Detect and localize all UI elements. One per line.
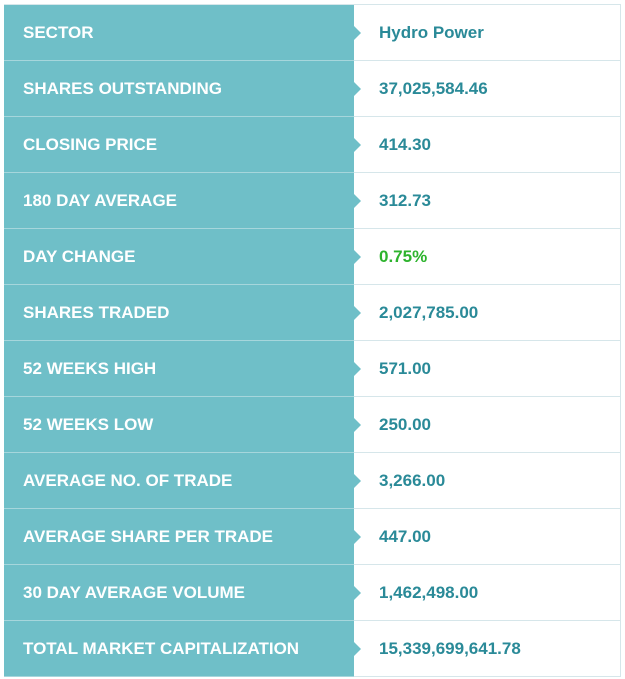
stat-row-52-weeks-high: 52 WEEKS HIGH 571.00 — [4, 341, 621, 397]
stat-label-180-day-average: 180 DAY AVERAGE — [4, 173, 361, 229]
stat-row-average-no-of-trade: AVERAGE NO. OF TRADE 3,266.00 — [4, 453, 621, 509]
stat-row-closing-price: CLOSING PRICE 414.30 — [4, 117, 621, 173]
stat-row-day-change: DAY CHANGE 0.75% — [4, 229, 621, 285]
stat-value-180-day-average: 312.73 — [354, 173, 621, 228]
stat-label-sector: SECTOR — [4, 5, 361, 61]
stat-label-average-no-of-trade: AVERAGE NO. OF TRADE — [4, 453, 361, 509]
stat-value-closing-price: 414.30 — [354, 117, 621, 172]
stat-row-shares-outstanding: SHARES OUTSTANDING 37,025,584.46 — [4, 61, 621, 117]
stat-row-180-day-average: 180 DAY AVERAGE 312.73 — [4, 173, 621, 229]
stat-value-average-share-per-trade: 447.00 — [354, 509, 621, 564]
stat-value-30-day-average-volume: 1,462,498.00 — [354, 565, 621, 620]
stock-stats-table: SECTOR Hydro Power SHARES OUTSTANDING 37… — [4, 4, 621, 677]
stat-row-52-weeks-low: 52 WEEKS LOW 250.00 — [4, 397, 621, 453]
stat-value-shares-traded: 2,027,785.00 — [354, 285, 621, 340]
stat-label-day-change: DAY CHANGE — [4, 229, 361, 285]
stat-label-total-market-capitalization: TOTAL MARKET CAPITALIZATION — [4, 621, 361, 677]
stat-value-day-change: 0.75% — [354, 229, 621, 284]
stat-value-total-market-capitalization: 15,339,699,641.78 — [354, 621, 621, 676]
stat-label-shares-traded: SHARES TRADED — [4, 285, 361, 341]
stat-label-closing-price: CLOSING PRICE — [4, 117, 361, 173]
stat-label-average-share-per-trade: AVERAGE SHARE PER TRADE — [4, 509, 361, 565]
stat-row-total-market-capitalization: TOTAL MARKET CAPITALIZATION 15,339,699,6… — [4, 621, 621, 677]
stat-row-average-share-per-trade: AVERAGE SHARE PER TRADE 447.00 — [4, 509, 621, 565]
stat-label-30-day-average-volume: 30 DAY AVERAGE VOLUME — [4, 565, 361, 621]
stat-row-30-day-average-volume: 30 DAY AVERAGE VOLUME 1,462,498.00 — [4, 565, 621, 621]
stat-label-52-weeks-high: 52 WEEKS HIGH — [4, 341, 361, 397]
stat-label-52-weeks-low: 52 WEEKS LOW — [4, 397, 361, 453]
stat-label-shares-outstanding: SHARES OUTSTANDING — [4, 61, 361, 117]
stat-row-sector: SECTOR Hydro Power — [4, 5, 621, 61]
stat-row-shares-traded: SHARES TRADED 2,027,785.00 — [4, 285, 621, 341]
stat-value-shares-outstanding: 37,025,584.46 — [354, 61, 621, 116]
stat-value-52-weeks-high: 571.00 — [354, 341, 621, 396]
stat-value-sector: Hydro Power — [354, 5, 621, 60]
stat-value-52-weeks-low: 250.00 — [354, 397, 621, 452]
stat-value-average-no-of-trade: 3,266.00 — [354, 453, 621, 508]
